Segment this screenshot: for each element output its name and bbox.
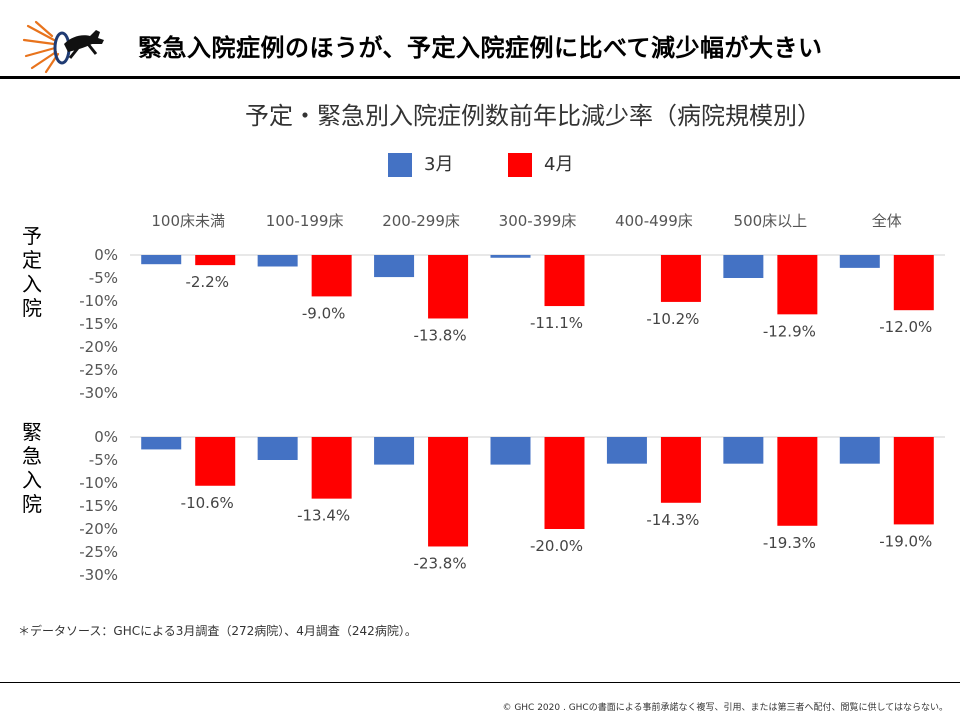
category-label: 100-199床 (266, 212, 344, 230)
y-tick-label: -10% (79, 292, 118, 310)
panel-label-char: 入 (22, 468, 42, 492)
y-tick-label: -25% (79, 543, 118, 561)
y-tick-label: -20% (79, 520, 118, 538)
panel-label-char: 院 (22, 492, 42, 516)
data-label: -13.4% (297, 507, 350, 525)
panel-label-emergency: 緊急入院 (16, 420, 48, 516)
data-source-note: ＊データソース：GHCによる3月調査（272病院）、4月調査（242病院）。 (18, 624, 417, 638)
page-headline: 緊急入院症例のほうが、予定入院症例に比べて減少幅が大きい (138, 34, 823, 62)
bar-march (839, 255, 880, 268)
y-tick-label: 0% (94, 428, 118, 446)
y-tick-label: 0% (94, 246, 118, 264)
data-label: -11.1% (530, 314, 583, 332)
panel-label-char: 急 (22, 444, 42, 468)
y-tick-label: -30% (79, 566, 118, 584)
bar-april (777, 255, 818, 315)
data-label: -10.6% (181, 494, 234, 512)
category-label: 200-299床 (382, 212, 460, 230)
data-label: -13.8% (414, 326, 467, 344)
category-label: 全体 (872, 212, 902, 230)
chart-title: 予定・緊急別入院症例数前年比減少率（病院規模別） (245, 102, 821, 130)
panel-label-char: 入 (22, 272, 42, 296)
panel-label-char: 定 (22, 248, 42, 272)
y-tick-label: -25% (79, 361, 118, 379)
category-label: 100床未満 (151, 212, 225, 230)
bar-march (606, 437, 647, 464)
bar-april (195, 437, 236, 486)
bar-april (428, 255, 469, 319)
copyright-notice: © GHC 2020 . GHCの書面による事前承諾なく複写、引用、または第三者… (502, 703, 948, 713)
y-tick-label: -30% (79, 384, 118, 402)
y-tick-label: -15% (79, 315, 118, 333)
legend-label-april: 4月 (544, 154, 574, 175)
header-divider (0, 76, 960, 79)
category-label: 500床以上 (734, 212, 808, 230)
data-label: -12.0% (879, 318, 932, 336)
bar-april (544, 437, 585, 529)
y-tick-label: -5% (89, 269, 118, 287)
bar-april (195, 255, 236, 266)
bar-march (490, 437, 531, 465)
data-label: -19.0% (879, 532, 932, 550)
bar-march (374, 255, 415, 278)
y-tick-label: -15% (79, 497, 118, 515)
bar-march (257, 437, 298, 460)
data-label: -20.0% (530, 537, 583, 555)
bar-april (311, 437, 352, 499)
y-tick-label: -5% (89, 451, 118, 469)
data-label: -14.3% (646, 511, 699, 529)
bar-april (893, 437, 934, 525)
panel-label-scheduled: 予定入院 (16, 224, 48, 320)
bar-march (141, 437, 182, 450)
category-label: 300-399床 (499, 212, 577, 230)
bar-april (428, 437, 469, 547)
bar-april (893, 255, 934, 311)
panel-label-char: 予 (22, 224, 42, 248)
category-label: 400-499床 (615, 212, 693, 230)
y-tick-label: -10% (79, 474, 118, 492)
legend-swatch-march (388, 153, 412, 177)
legend-swatch-april (508, 153, 532, 177)
y-tick-label: -20% (79, 338, 118, 356)
bar-march (839, 437, 880, 464)
bar-april (660, 437, 701, 503)
bar-march (490, 255, 531, 258)
panel-label-char: 緊 (22, 420, 42, 444)
bar-april (660, 255, 701, 302)
data-label: -9.0% (302, 304, 346, 322)
footer-divider (0, 682, 960, 683)
bar-march (374, 437, 415, 465)
bar-april (544, 255, 585, 307)
data-label: -2.2% (185, 273, 229, 291)
data-label: -12.9% (763, 322, 816, 340)
legend-label-march: 3月 (424, 154, 454, 175)
bar-april (777, 437, 818, 526)
data-label: -23.8% (414, 554, 467, 572)
company-logo-icon (22, 20, 104, 74)
bar-march (141, 255, 182, 265)
bar-march (257, 255, 298, 267)
panel-label-char: 院 (22, 296, 42, 320)
data-label: -10.2% (646, 310, 699, 328)
bar-april (311, 255, 352, 297)
bar-march (723, 255, 764, 278)
bar-march (723, 437, 764, 464)
data-label: -19.3% (763, 534, 816, 552)
